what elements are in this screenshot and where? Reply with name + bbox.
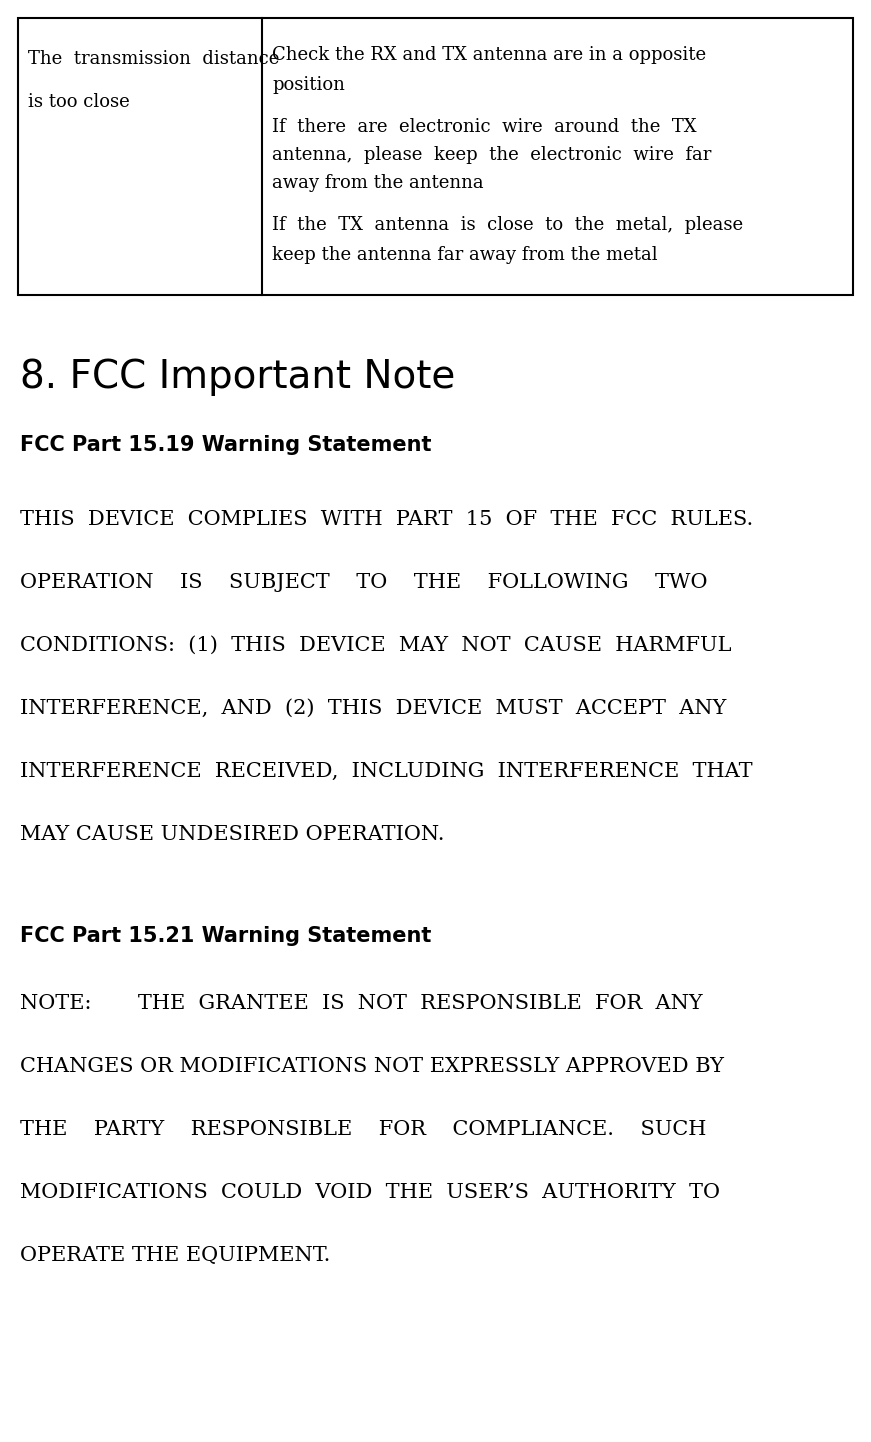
Text: CONDITIONS:  (1)  THIS  DEVICE  MAY  NOT  CAUSE  HARMFUL: CONDITIONS: (1) THIS DEVICE MAY NOT CAUS… [20,636,732,655]
Text: keep the antenna far away from the metal: keep the antenna far away from the metal [272,247,658,264]
Text: OPERATION    IS    SUBJECT    TO    THE    FOLLOWING    TWO: OPERATION IS SUBJECT TO THE FOLLOWING TW… [20,572,707,593]
Text: NOTE:       THE  GRANTEE  IS  NOT  RESPONSIBLE  FOR  ANY: NOTE: THE GRANTEE IS NOT RESPONSIBLE FOR… [20,994,703,1012]
Text: position: position [272,76,345,94]
Text: FCC Part 15.21 Warning Statement: FCC Part 15.21 Warning Statement [20,926,431,946]
Text: 8. FCC Important Note: 8. FCC Important Note [20,358,456,397]
Text: THE    PARTY    RESPONSIBLE    FOR    COMPLIANCE.    SUCH: THE PARTY RESPONSIBLE FOR COMPLIANCE. SU… [20,1120,706,1139]
Text: MAY CAUSE UNDESIRED OPERATION.: MAY CAUSE UNDESIRED OPERATION. [20,825,444,844]
Text: If  the  TX  antenna  is  close  to  the  metal,  please: If the TX antenna is close to the metal,… [272,216,743,234]
Text: is too close: is too close [28,92,130,111]
Text: antenna,  please  keep  the  electronic  wire  far: antenna, please keep the electronic wire… [272,146,712,164]
Text: FCC Part 15.19 Warning Statement: FCC Part 15.19 Warning Statement [20,435,431,456]
Text: Check the RX and TX antenna are in a opposite: Check the RX and TX antenna are in a opp… [272,46,706,63]
Text: CHANGES OR MODIFICATIONS NOT EXPRESSLY APPROVED BY: CHANGES OR MODIFICATIONS NOT EXPRESSLY A… [20,1057,724,1076]
Text: INTERFERENCE,  AND  (2)  THIS  DEVICE  MUST  ACCEPT  ANY: INTERFERENCE, AND (2) THIS DEVICE MUST A… [20,699,726,718]
Text: The  transmission  distance: The transmission distance [28,50,280,68]
Bar [18,17,853,296]
Text: away from the antenna: away from the antenna [272,174,483,192]
Text: OPERATE THE EQUIPMENT.: OPERATE THE EQUIPMENT. [20,1246,330,1265]
Text: THIS  DEVICE  COMPLIES  WITH  PART  15  OF  THE  FCC  RULES.: THIS DEVICE COMPLIES WITH PART 15 OF THE… [20,510,753,529]
Text: If  there  are  electronic  wire  around  the  TX: If there are electronic wire around the … [272,118,697,136]
Text: INTERFERENCE  RECEIVED,  INCLUDING  INTERFERENCE  THAT: INTERFERENCE RECEIVED, INCLUDING INTERFE… [20,761,753,782]
Text: MODIFICATIONS  COULD  VOID  THE  USER’S  AUTHORITY  TO: MODIFICATIONS COULD VOID THE USER’S AUTH… [20,1182,720,1203]
